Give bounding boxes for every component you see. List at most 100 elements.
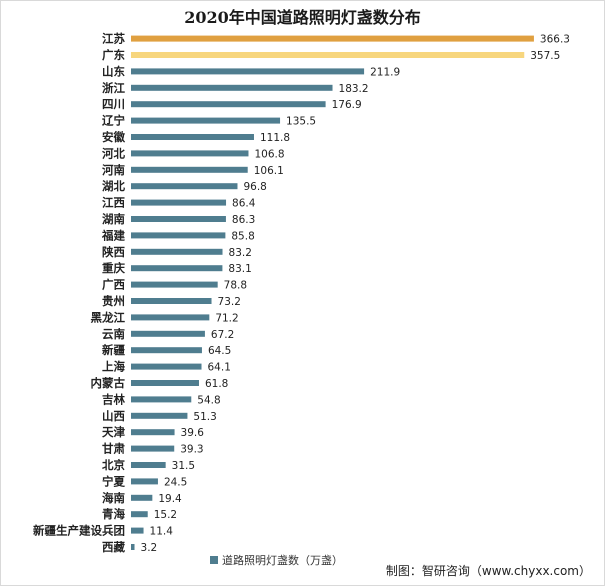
bar	[131, 68, 365, 75]
value-label: 3.2	[141, 542, 158, 554]
bar	[131, 330, 205, 337]
bar	[131, 494, 153, 501]
bar	[131, 429, 175, 436]
category-label: 内蒙古	[91, 376, 126, 390]
value-label: 86.4	[232, 198, 256, 210]
category-label: 新疆生产建设兵团	[33, 524, 125, 538]
bar	[131, 35, 534, 42]
category-label: 西藏	[102, 540, 125, 554]
category-label: 青海	[102, 507, 125, 521]
category-label: 河北	[102, 146, 125, 160]
bar	[131, 445, 175, 452]
bar	[131, 134, 254, 140]
category-label: 甘肃	[102, 442, 125, 456]
category-label: 重庆	[102, 261, 125, 275]
bar	[131, 478, 158, 485]
category-label: 山东	[102, 64, 125, 78]
value-label: 64.5	[208, 345, 231, 357]
category-label: 安徽	[102, 130, 125, 144]
category-label: 湖北	[102, 179, 125, 193]
category-label: 江苏	[102, 32, 125, 46]
value-label: 357.5	[530, 50, 560, 62]
value-label: 64.1	[208, 362, 231, 374]
bar	[131, 412, 188, 419]
bar	[131, 281, 218, 288]
value-label: 176.9	[332, 99, 362, 111]
bar	[131, 52, 525, 58]
value-label: 135.5	[286, 116, 316, 128]
value-label: 73.2	[218, 296, 241, 308]
value-label: 31.5	[172, 460, 195, 472]
value-label: 83.2	[229, 247, 252, 259]
category-label: 北京	[102, 458, 125, 472]
bar	[131, 101, 326, 108]
value-label: 366.3	[540, 34, 570, 46]
bar	[131, 396, 192, 403]
bar	[131, 216, 226, 222]
category-label: 上海	[102, 360, 125, 374]
bar	[131, 544, 135, 550]
value-label: 86.3	[232, 214, 255, 226]
bar	[131, 347, 202, 354]
category-label: 天津	[102, 425, 125, 439]
bar	[131, 265, 223, 272]
bar	[131, 232, 226, 239]
bar	[131, 298, 212, 304]
value-label: 61.8	[205, 378, 228, 390]
category-label: 贵州	[102, 294, 125, 308]
chart-title: 2020年中国道路照明灯盏数分布	[184, 8, 421, 27]
value-label: 106.1	[254, 165, 284, 177]
bar	[131, 117, 281, 124]
value-label: 19.4	[158, 493, 182, 505]
category-label: 海南	[102, 491, 125, 505]
value-label: 51.3	[193, 411, 216, 423]
category-label: 新疆	[102, 343, 125, 357]
bar	[131, 84, 333, 91]
category-label: 宁夏	[102, 474, 125, 488]
value-label: 24.5	[164, 476, 187, 488]
category-label: 福建	[101, 228, 125, 242]
category-label: 陕西	[102, 245, 125, 259]
value-label: 78.8	[224, 280, 247, 292]
bar	[131, 248, 223, 255]
value-label: 106.8	[254, 148, 284, 160]
value-label: 15.2	[154, 509, 177, 521]
category-label: 河南	[102, 163, 125, 177]
bar	[131, 527, 144, 534]
category-label: 四川	[102, 97, 125, 111]
category-label: 黑龙江	[91, 310, 126, 324]
category-label: 浙江	[102, 81, 125, 95]
source-note: 制图：智研咨询（www.chyxx.com）	[385, 564, 591, 578]
bar	[131, 462, 166, 468]
value-label: 39.6	[181, 427, 205, 439]
legend-label: 道路照明灯盏数（万盏）	[222, 554, 343, 567]
value-label: 54.8	[197, 394, 220, 406]
bar	[131, 150, 249, 157]
bar	[131, 511, 148, 518]
bar	[131, 199, 227, 206]
bar	[131, 314, 210, 321]
category-label: 湖南	[102, 212, 125, 226]
value-label: 71.2	[215, 312, 238, 324]
bar	[131, 363, 202, 370]
value-label: 85.8	[231, 230, 254, 242]
category-label: 辽宁	[102, 114, 125, 128]
category-label: 吉林	[102, 392, 125, 406]
category-label: 山西	[102, 409, 125, 423]
value-label: 183.2	[339, 83, 369, 95]
category-label: 云南	[102, 327, 125, 341]
bar	[131, 166, 248, 173]
category-label: 广东	[102, 48, 125, 62]
value-label: 83.1	[228, 263, 251, 275]
bar	[131, 183, 238, 190]
category-label: 广西	[102, 278, 125, 292]
legend-swatch	[210, 556, 218, 564]
value-label: 96.8	[243, 181, 266, 193]
value-label: 211.9	[370, 66, 400, 78]
value-label: 11.4	[150, 526, 174, 538]
category-label: 江西	[102, 196, 125, 210]
legend: 道路照明灯盏数（万盏）	[210, 552, 343, 568]
value-label: 39.3	[180, 444, 203, 456]
